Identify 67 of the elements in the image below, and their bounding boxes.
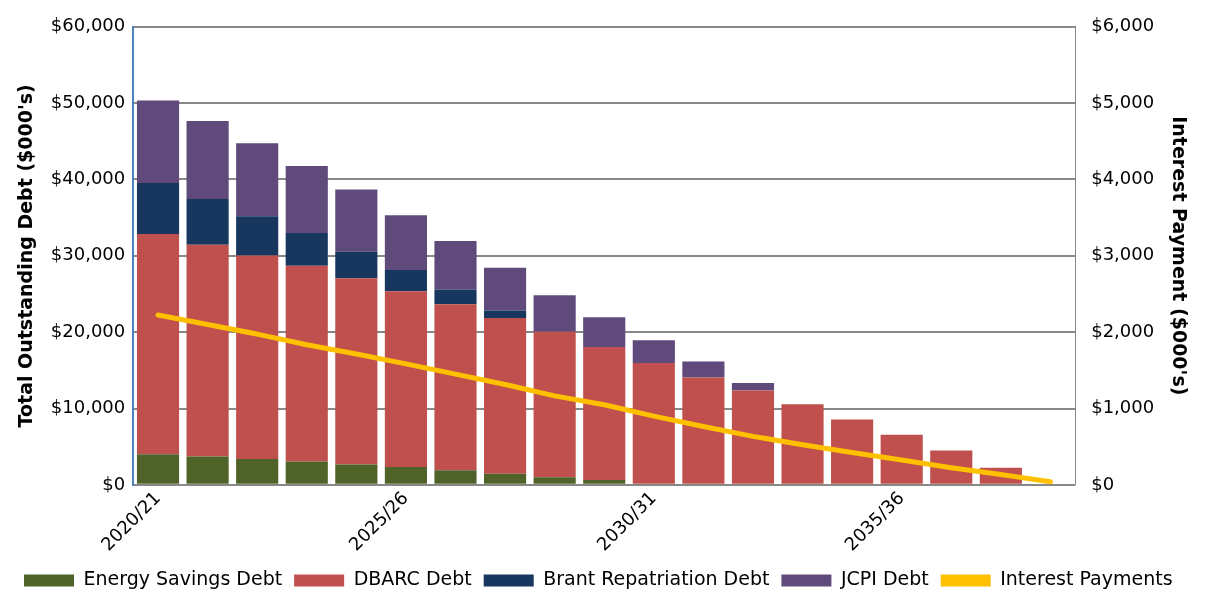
bar [583, 479, 626, 484]
bar [236, 216, 279, 256]
bar [682, 377, 725, 484]
bar [285, 265, 328, 462]
bar [186, 244, 229, 457]
bar [484, 473, 527, 484]
bar [186, 198, 229, 245]
bar [285, 461, 328, 484]
bar [136, 454, 180, 484]
bar [384, 215, 427, 270]
bar [533, 295, 576, 332]
bar [434, 289, 477, 305]
y2-tick-label: $6,000 [1091, 14, 1155, 36]
bar [384, 269, 427, 292]
legend-label: Energy Savings Debt [83, 567, 283, 590]
bar [236, 255, 279, 459]
bar [335, 251, 378, 279]
bar [731, 382, 775, 391]
legend-label: JCPI Debt [839, 567, 929, 590]
bar [484, 267, 527, 311]
bar [434, 304, 477, 471]
y-tick-label: $40,000 [50, 167, 126, 189]
bar [731, 390, 775, 484]
legend-label: Brant Repatriation Debt [543, 567, 770, 590]
y-tick-label: $0 [102, 472, 126, 494]
bar [136, 182, 180, 235]
bar [583, 347, 626, 480]
y-tick-label: $20,000 [50, 319, 126, 341]
bar [136, 100, 180, 183]
bar [533, 477, 576, 484]
bar [186, 121, 229, 199]
y-tick-label: $30,000 [50, 243, 126, 265]
bar [236, 143, 279, 217]
bar [632, 363, 675, 484]
y2-tick-label: $2,000 [1091, 319, 1155, 341]
bar [533, 331, 576, 478]
bar [136, 234, 180, 455]
bar [484, 310, 527, 319]
y-tick-label: $50,000 [50, 90, 126, 112]
y-axis-title: Total Outstanding Debt ($000's) [14, 84, 37, 428]
bar [335, 189, 378, 252]
bar [484, 318, 527, 474]
bar [285, 166, 328, 233]
legend-label: DBARC Debt [353, 567, 472, 590]
y2-tick-label: $4,000 [1091, 167, 1155, 189]
bar [583, 317, 626, 348]
bar [236, 458, 279, 484]
bar [335, 464, 378, 484]
y2-axis-title: Interest Payment ($000's) [1168, 116, 1191, 396]
bar [335, 278, 378, 465]
y-tick-label: $60,000 [50, 14, 126, 36]
bar [632, 340, 675, 364]
bar [434, 470, 477, 484]
bar [186, 456, 229, 484]
y2-tick-label: $5,000 [1091, 90, 1155, 112]
bar [384, 466, 427, 484]
bar [781, 404, 824, 484]
bar [682, 361, 725, 378]
y2-tick-label: $3,000 [1091, 243, 1155, 265]
bar [285, 232, 328, 266]
bar [831, 419, 874, 484]
bar [434, 240, 477, 290]
y2-tick-label: $0 [1091, 472, 1115, 494]
legend-label: Interest Payments [1000, 567, 1173, 590]
bar [384, 291, 427, 467]
y-tick-label: $10,000 [50, 396, 126, 418]
y2-tick-label: $1,000 [1091, 396, 1155, 418]
